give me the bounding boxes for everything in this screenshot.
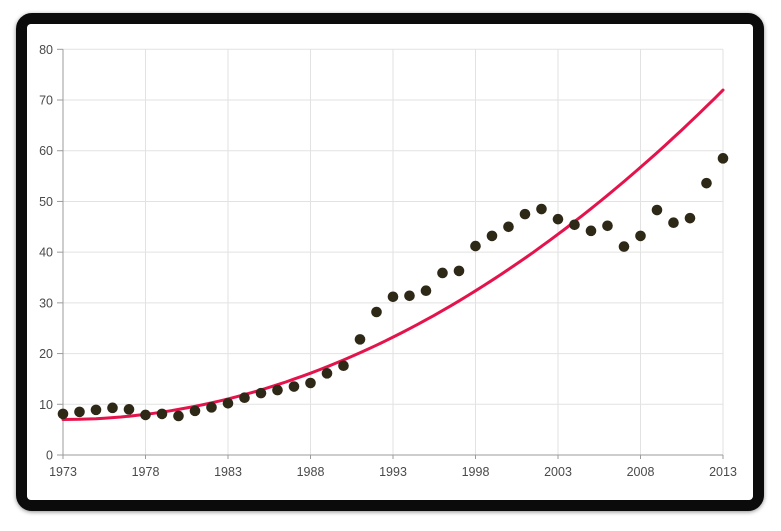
- data-point-1979: [156, 408, 168, 420]
- x-tick-label-1978: 1978: [132, 465, 160, 479]
- data-point-1998: [470, 240, 481, 252]
- y-tick-label-0: 0: [46, 449, 53, 463]
- data-point-1976: [107, 402, 118, 414]
- trend-line-layer: [61, 88, 725, 421]
- x-tick-label-1983: 1983: [214, 465, 242, 479]
- data-point-1986: [272, 384, 283, 396]
- data-point-1990: [338, 360, 349, 372]
- data-point-1980: [173, 410, 184, 422]
- x-tick-label-2003: 2003: [544, 465, 572, 479]
- data-point-2012: [701, 177, 712, 189]
- data-point-1973: [57, 408, 69, 420]
- data-point-2013: [717, 153, 729, 164]
- data-point-2003: [552, 213, 564, 225]
- y-tick-label-60: 60: [39, 144, 53, 158]
- data-point-1997: [453, 265, 465, 277]
- data-point-2008: [635, 230, 646, 242]
- app-window: [16, 13, 764, 511]
- data-point-1974: [74, 406, 85, 418]
- y-tick-label-20: 20: [39, 347, 53, 361]
- x-tick-label-1993: 1993: [379, 465, 407, 479]
- x-tick-label-2013: 2013: [709, 465, 737, 479]
- data-point-1991: [354, 334, 366, 345]
- y-tick-label-70: 70: [39, 94, 53, 108]
- scatter-point-layer: [57, 153, 729, 422]
- data-point-1989: [321, 368, 333, 379]
- data-point-1977: [123, 404, 135, 415]
- data-point-2002: [536, 203, 547, 215]
- y-tick-label-40: 40: [39, 246, 53, 260]
- data-point-1988: [305, 377, 316, 389]
- y-tick-label-30: 30: [39, 296, 53, 310]
- data-point-1985: [255, 387, 267, 399]
- data-point-1996: [437, 267, 448, 279]
- data-point-2006: [602, 220, 613, 232]
- data-point-2009: [651, 204, 663, 216]
- data-point-2010: [668, 217, 679, 229]
- data-point-2005: [585, 225, 597, 237]
- data-point-2007: [618, 241, 630, 252]
- y-tick-label-10: 10: [39, 398, 53, 412]
- data-point-2004: [569, 219, 580, 231]
- data-point-1994: [404, 290, 415, 302]
- axis-layer: [57, 48, 724, 459]
- data-point-1999: [486, 230, 498, 242]
- data-point-1981: [189, 405, 201, 417]
- x-tick-label-1998: 1998: [462, 465, 490, 479]
- chart-canvas-background: [27, 24, 753, 500]
- x-tick-label-1988: 1988: [297, 465, 325, 479]
- data-point-2000: [503, 221, 514, 233]
- data-point-1983: [222, 397, 234, 409]
- grid-layer: [63, 48, 724, 455]
- data-point-1975: [90, 404, 102, 416]
- x-tick-label-2008: 2008: [627, 465, 655, 479]
- data-point-1995: [420, 285, 432, 296]
- trend-line: [61, 88, 725, 421]
- data-point-1984: [239, 392, 250, 403]
- data-point-1992: [371, 306, 382, 318]
- data-point-1978: [140, 409, 151, 421]
- data-point-1982: [206, 402, 217, 413]
- x-tick-label-1973: 1973: [49, 465, 77, 479]
- axis-label-layer: 0 10 20 30 40 50 60 70 80 1973 1978 1983 1988 1993 199…: [39, 43, 737, 479]
- data-point-2001: [519, 208, 531, 220]
- data-point-2011: [684, 212, 696, 224]
- y-tick-label-80: 80: [39, 43, 53, 57]
- data-point-1993: [387, 291, 399, 303]
- y-tick-label-50: 50: [39, 195, 53, 209]
- data-point-1987: [288, 381, 300, 392]
